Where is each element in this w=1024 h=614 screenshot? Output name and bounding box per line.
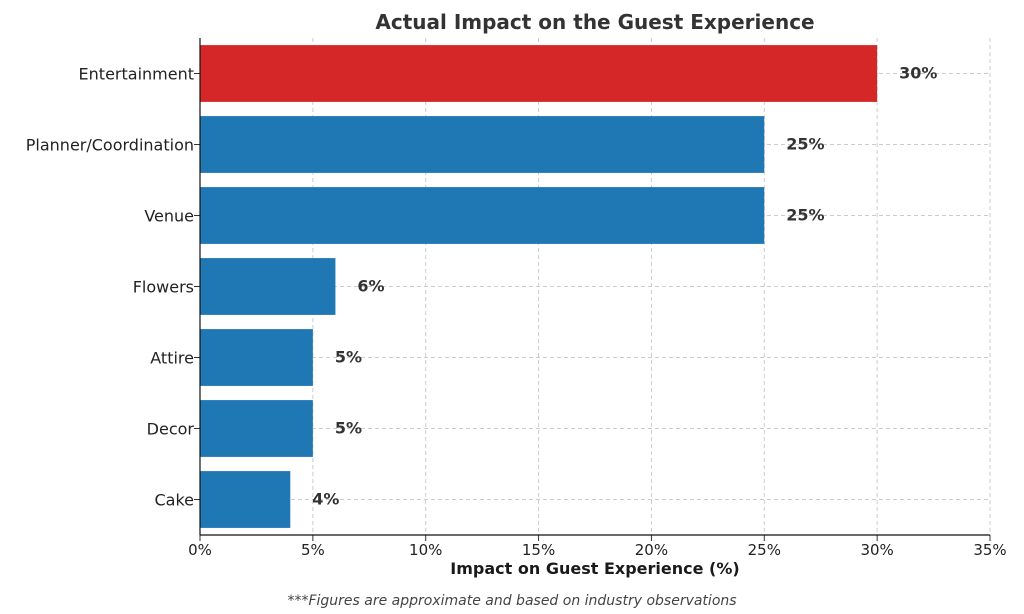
bar [200,400,313,457]
category-label: Cake [154,491,194,510]
x-tick-label: 0% [188,541,212,559]
data-label: 6% [357,277,384,296]
category-label: Entertainment [79,65,194,84]
data-label: 30% [899,64,937,83]
data-label: 25% [786,206,824,225]
bar [200,258,336,315]
bar-layer [200,45,878,528]
category-label: Attire [150,349,194,368]
x-tick-label: 25% [748,541,781,559]
category-label: Planner/Coordination [26,136,194,155]
x-axis-label: Impact on Guest Experience (%) [450,559,740,578]
chart-title: Actual Impact on the Guest Experience [375,10,815,34]
bar [200,45,878,102]
category-label: Decor [147,420,195,439]
bar [200,471,291,528]
x-tick-label: 10% [409,541,442,559]
category-label: Flowers [133,278,194,297]
label-layer: 0% 5% 10% 15% 20% 25% 30% 35% Entertainment 30% Pl… [26,64,1007,560]
x-tick-label: 20% [635,541,668,559]
category-label: Venue [144,207,194,226]
bar [200,329,313,386]
data-label: 5% [335,348,362,367]
bar [200,116,765,173]
x-tick-label: 30% [860,541,893,559]
footnote: ***Figures are approximate and based on … [287,593,737,609]
x-tick-label: 5% [301,541,325,559]
bar [200,187,765,244]
data-label: 4% [312,490,339,509]
x-tick-label: 15% [522,541,555,559]
data-label: 5% [335,419,362,438]
x-tick-label: 35% [973,541,1006,559]
axis-layer [194,38,991,541]
data-label: 25% [786,135,824,154]
